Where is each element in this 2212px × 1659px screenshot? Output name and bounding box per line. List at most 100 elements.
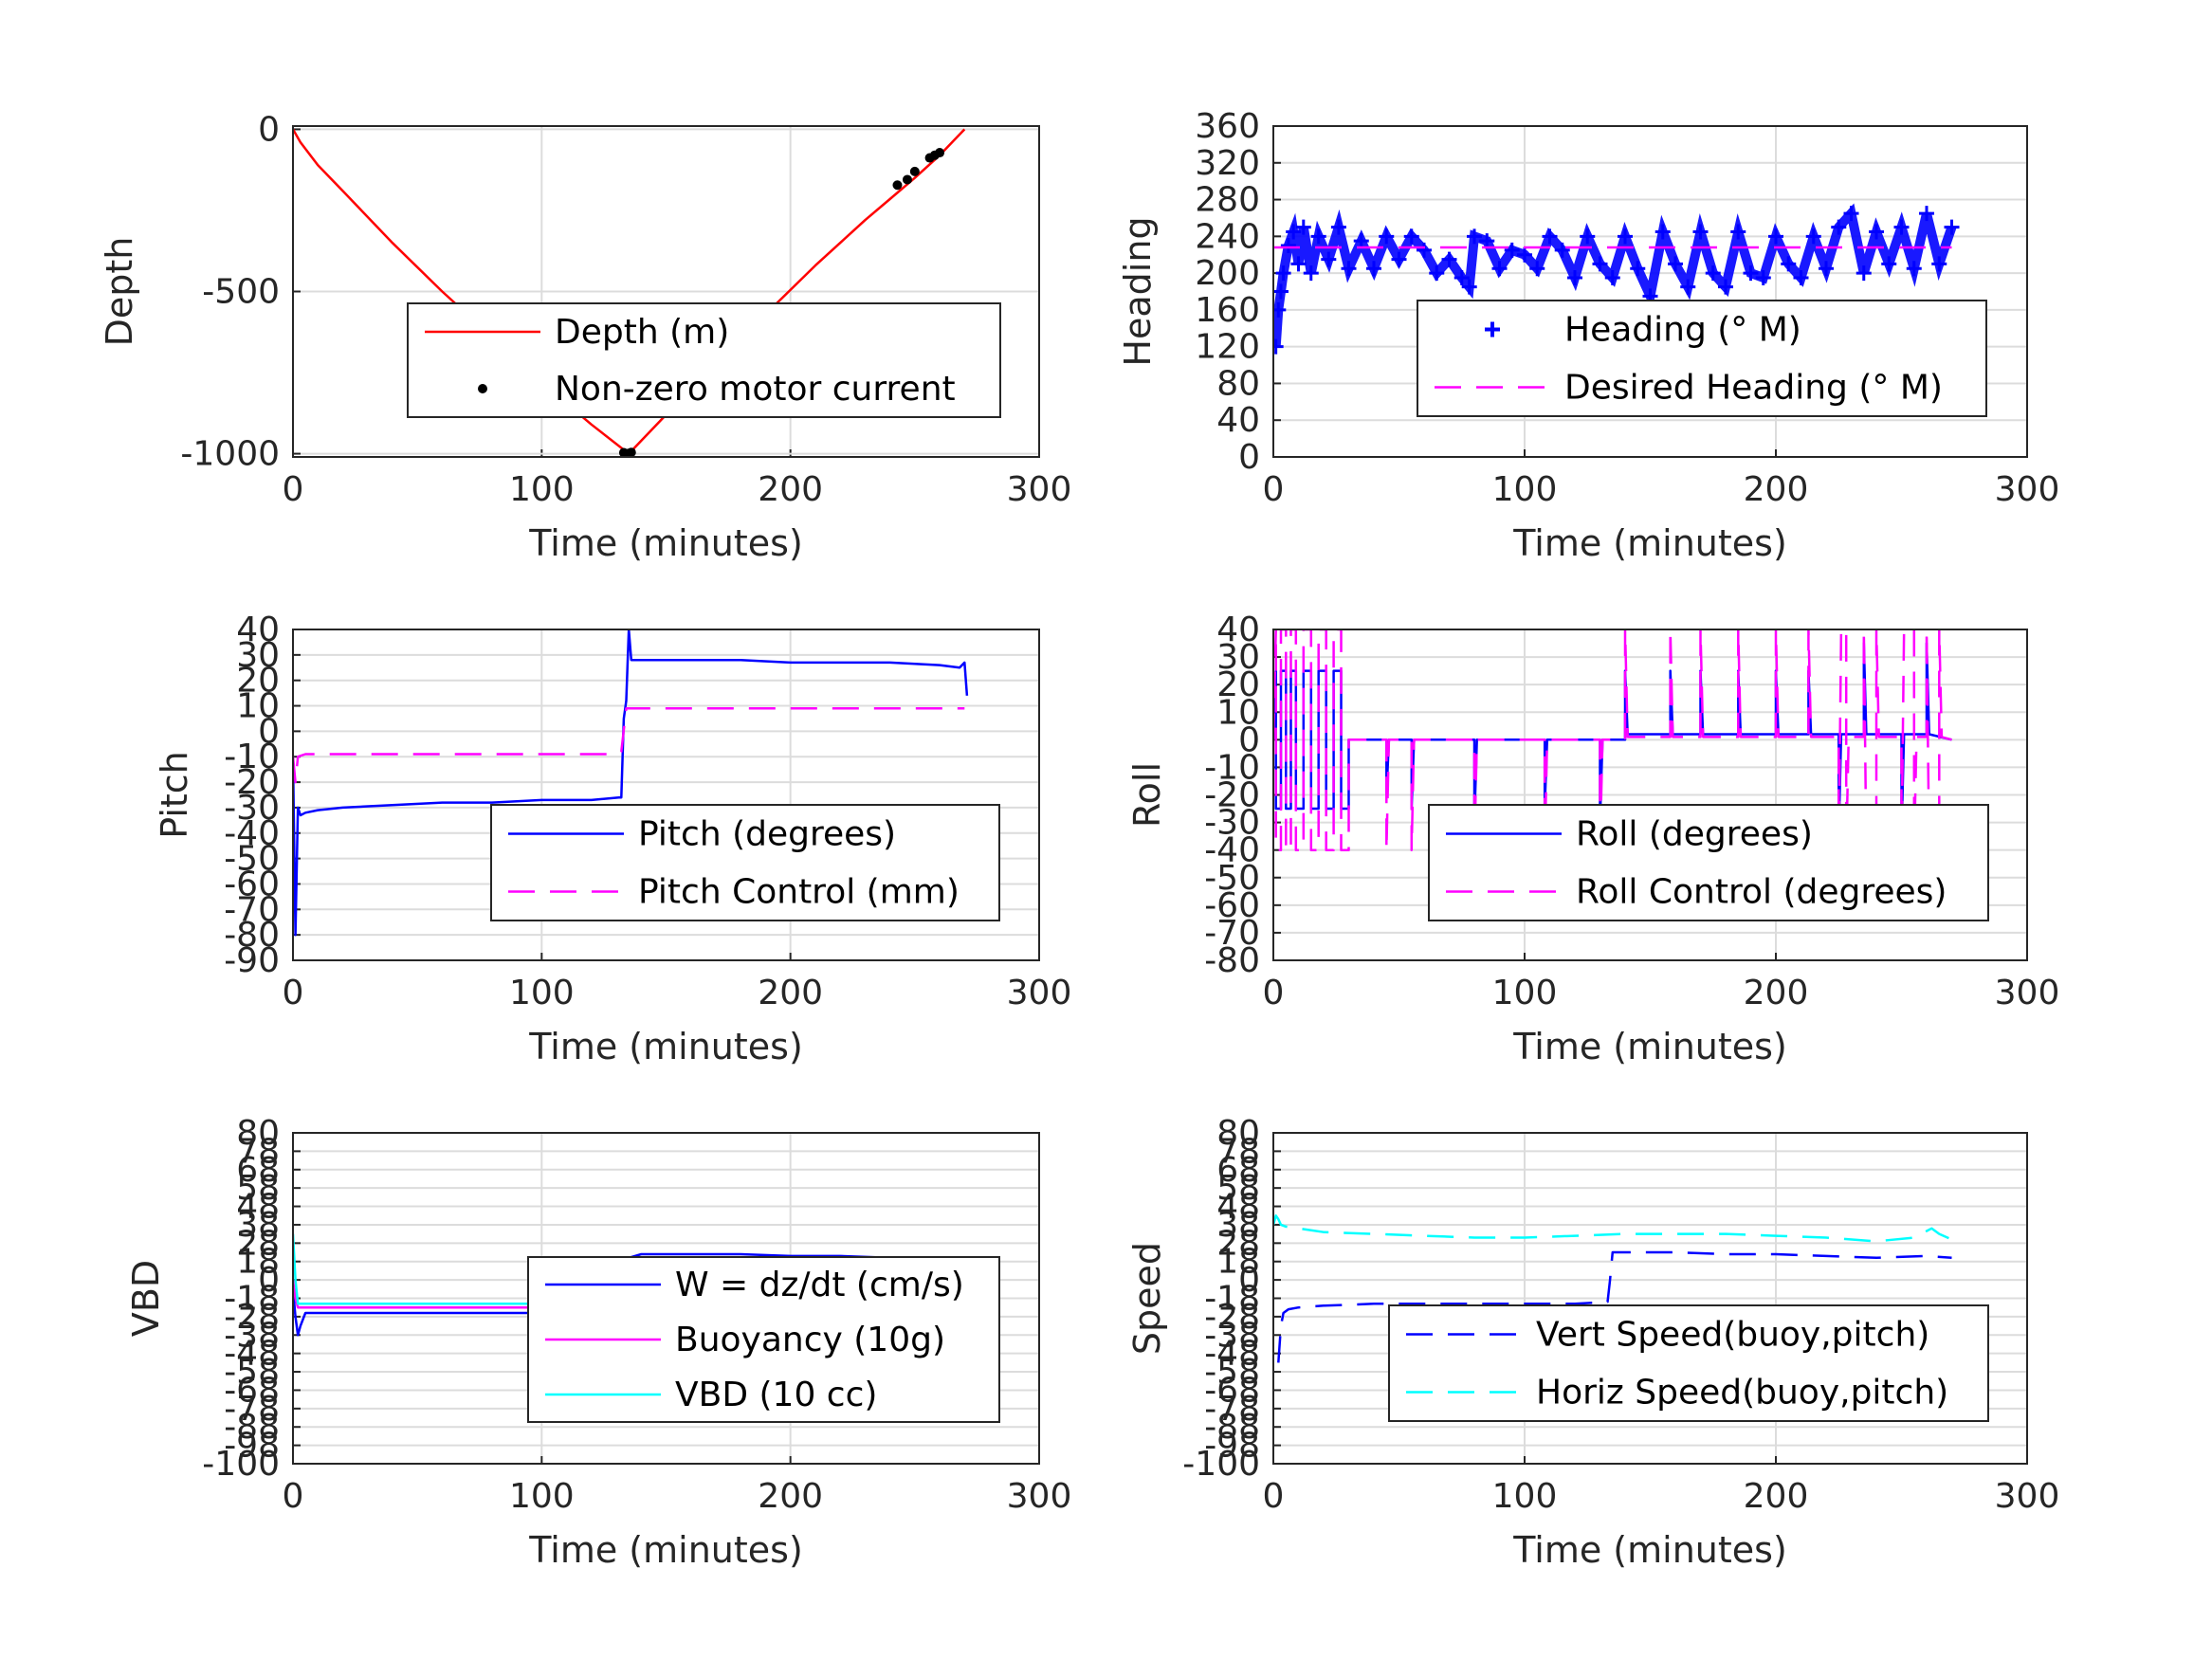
x-tick-label: 100 (509, 470, 575, 509)
series-heading-m-point (1273, 283, 1289, 300)
axes-frame (1272, 125, 2028, 458)
legend-entry: Buoyancy (10g) (675, 1321, 945, 1359)
y-axis-label: Roll (1126, 762, 1168, 828)
series-heading-m-point (1479, 233, 1495, 249)
series-heading-m-point (1604, 269, 1620, 285)
x-tick-label: 0 (1263, 974, 1285, 1012)
y-tick-label: -48 (224, 1335, 280, 1374)
chart-heading: 0 100 200 30004080120160200240280320360Time… (1117, 107, 2059, 564)
y-tick-label: -10 (1204, 748, 1260, 787)
y-tick-label: -58 (224, 1353, 280, 1392)
y-axis-label: Heading (1117, 216, 1159, 366)
series-heading-m-point (1303, 265, 1319, 282)
series-non-zero-motor-current-point (909, 166, 920, 176)
y-tick-label: 40 (1216, 611, 1260, 649)
y-tick-label: -48 (1204, 1335, 1260, 1374)
y-axis-label: VBD (125, 1260, 167, 1337)
series-heading-m-point (1618, 228, 1633, 245)
series-heading-m-point (1366, 261, 1381, 277)
series-heading-m-point (1290, 256, 1307, 272)
series-heading-m-point (1330, 219, 1346, 235)
series-heading-m-point (1831, 219, 1847, 235)
y-tick-label: 58 (1216, 1169, 1260, 1208)
series-heading-m-point (1692, 224, 1709, 240)
x-tick-label: 0 (1263, 1477, 1285, 1516)
y-tick-label: 0 (1238, 720, 1260, 759)
chart-depth: 0 100 200 300 0 -500 -1000 Time (minutes) Depth D… (99, 110, 1071, 564)
series-heading-m-point (1417, 242, 1432, 258)
y-tick-label: 240 (1195, 217, 1260, 256)
series-heading-m-point (1295, 219, 1311, 235)
series-roll-control-degrees-line (1273, 629, 1952, 851)
legend-entry: VBD (10 cc) (675, 1376, 877, 1414)
axes-frame (1272, 629, 2028, 961)
series-heading-m-point (1630, 261, 1646, 277)
y-tick-label: 0 (1238, 1261, 1260, 1300)
legend-box (490, 804, 1000, 921)
legend-entry: Desired Heading (° M) (1564, 369, 1943, 408)
y-tick-label: 30 (1216, 638, 1260, 677)
series-non-zero-motor-current-point (626, 447, 636, 457)
series-pitch-degrees-line (293, 629, 969, 937)
series-vert-speed-buoy-pitch-line (1277, 1250, 1952, 1363)
series-heading-m-point (1379, 228, 1395, 245)
axes-frame (292, 1132, 1040, 1465)
y-tick-label: 28 (236, 1224, 280, 1263)
axes-frame (1272, 1132, 2028, 1465)
y-tick-label: 38 (236, 1206, 280, 1245)
series-heading-m-point (1843, 206, 1859, 222)
legend-box (1417, 300, 1987, 417)
series-group (293, 128, 966, 457)
series-heading-m-point (1919, 206, 1934, 222)
legend: Heading (° M) Desired Heading (° M) (1417, 300, 1987, 417)
series-pitch-control-mm-line (293, 706, 965, 784)
x-tick-label: 300 (1007, 1477, 1072, 1516)
series-heading-m-point (1906, 261, 1922, 277)
x-tick-label: 100 (1492, 1477, 1558, 1516)
series-heading-m-point (1743, 265, 1759, 282)
x-tick-label: 100 (1492, 470, 1558, 509)
x-tick-label: 200 (1744, 470, 1809, 509)
y-tick-label: -60 (224, 865, 280, 903)
y-tick-label: 200 (1195, 254, 1260, 293)
series-heading-m-point (1286, 224, 1302, 240)
y-tick-label: -70 (224, 890, 280, 929)
series-heading-m-point (1730, 224, 1746, 240)
y-tick-label: -88 (224, 1408, 280, 1447)
x-tick-label: 0 (1263, 470, 1285, 509)
y-tick-label: -60 (1204, 886, 1260, 925)
y-tick-label: -90 (224, 941, 280, 980)
y-tick-label: 40 (236, 611, 280, 649)
y-tick-label: -50 (1204, 859, 1260, 898)
y-axis-label: Speed (1126, 1242, 1168, 1355)
series-heading-m-point (1453, 269, 1470, 285)
y-tick-label: -40 (224, 814, 280, 853)
legend-entry: Vert Speed(buoy,pitch) (1536, 1316, 1929, 1355)
y-tick-label: -70 (1204, 914, 1260, 953)
legend-swatch (478, 384, 487, 393)
y-tick-label: 280 (1195, 181, 1260, 220)
x-tick-label: 300 (1007, 974, 1072, 1012)
series-heading-m-point (1705, 265, 1721, 282)
legend: Roll (degrees) Roll Control (degrees) (1428, 804, 1989, 921)
y-tick-label: -88 (1204, 1408, 1260, 1447)
series-heading-m-point (1869, 224, 1884, 240)
y-tick-label: -30 (1204, 804, 1260, 843)
legend-entry: Non-zero motor current (555, 370, 956, 409)
x-tick-label: 0 (283, 1477, 304, 1516)
series-heading-m-point (1819, 261, 1834, 277)
y-tick-label: -68 (1204, 1371, 1260, 1410)
y-tick-label: -68 (224, 1371, 280, 1410)
y-axis-label: Depth (99, 237, 140, 347)
series-heading-m-point (1353, 233, 1369, 249)
series-group (293, 629, 969, 937)
x-axis-label: Time (minutes) (528, 1026, 803, 1067)
series-heading-m-point (1856, 265, 1872, 282)
series-heading-m-point (1592, 256, 1608, 272)
series-heading-m-point (1280, 238, 1296, 254)
series-heading-m-point (1567, 269, 1582, 285)
series-horiz-speed-buoy-pitch-line (1273, 1214, 1953, 1243)
y-tick-label: 10 (1216, 693, 1260, 732)
legend-entry: W = dz/dt (cm/s) (675, 1266, 964, 1304)
